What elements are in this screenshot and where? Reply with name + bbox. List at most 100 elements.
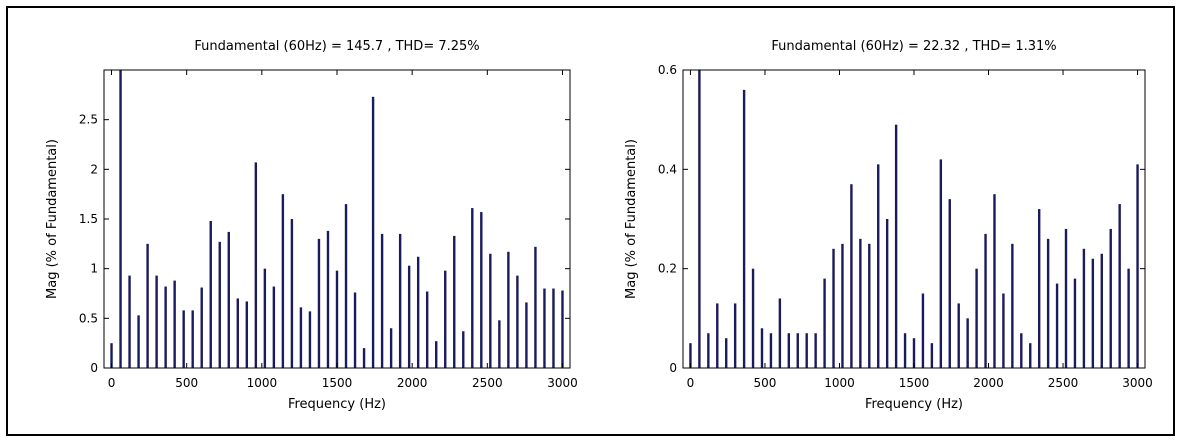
bar bbox=[1127, 268, 1130, 368]
x-tick-label: 2500 bbox=[1048, 376, 1079, 390]
bar bbox=[1136, 164, 1139, 368]
x-tick-label: 0 bbox=[108, 376, 116, 390]
bar bbox=[498, 320, 501, 368]
bar bbox=[525, 302, 528, 368]
bar bbox=[894, 124, 898, 368]
chart-2: 0 500 1000 1500 2000 2500 3000 0 0.2 0.4 0.6 Fundam… bbox=[624, 39, 1153, 412]
bar bbox=[489, 253, 492, 368]
y-tick-label: 1.5 bbox=[79, 212, 98, 226]
y-tick-label: 0 bbox=[90, 361, 98, 375]
bar bbox=[164, 286, 167, 368]
bar bbox=[1002, 293, 1005, 368]
bar bbox=[725, 338, 728, 368]
bar bbox=[191, 310, 194, 368]
bar bbox=[398, 233, 402, 368]
bar bbox=[290, 219, 294, 368]
bar bbox=[1100, 253, 1103, 368]
bar bbox=[453, 235, 456, 368]
bar bbox=[1011, 243, 1014, 368]
bar bbox=[796, 333, 799, 368]
x-tick-label: 2000 bbox=[397, 376, 428, 390]
x-tick-label: 1500 bbox=[899, 376, 930, 390]
bar bbox=[425, 291, 429, 368]
bar bbox=[353, 292, 357, 368]
bar bbox=[751, 268, 755, 368]
bar bbox=[921, 293, 925, 368]
bar bbox=[182, 310, 185, 368]
bar bbox=[939, 159, 943, 368]
bar bbox=[416, 256, 420, 368]
bar bbox=[209, 220, 212, 368]
bar bbox=[263, 268, 267, 368]
bar bbox=[272, 286, 276, 368]
bar bbox=[1046, 238, 1050, 368]
bar bbox=[1082, 248, 1086, 368]
bar bbox=[119, 70, 122, 368]
chart-title: Fundamental (60Hz) = 22.32 , THD= 1.31% bbox=[771, 39, 1056, 54]
y-tick-label: 0 bbox=[669, 361, 677, 375]
bar bbox=[128, 275, 131, 368]
bar bbox=[966, 318, 969, 368]
bar bbox=[689, 343, 692, 368]
bar bbox=[552, 288, 555, 368]
bar bbox=[137, 315, 140, 368]
chart-1: 0 500 1000 1500 2000 2500 3000 0 0.5 1 1.5 2 2.5 Fund… bbox=[45, 39, 578, 412]
bar bbox=[1073, 278, 1077, 368]
bar bbox=[984, 233, 987, 368]
bar bbox=[868, 243, 871, 368]
y-tick-label: 0.5 bbox=[79, 311, 98, 325]
bar bbox=[877, 164, 880, 368]
bar bbox=[155, 275, 158, 368]
bar bbox=[814, 333, 817, 368]
x-axis-label: Frequency (Hz) bbox=[288, 397, 386, 412]
bar bbox=[471, 208, 474, 368]
bar bbox=[805, 333, 808, 368]
bar bbox=[371, 96, 375, 368]
bar bbox=[254, 162, 258, 368]
bar bbox=[462, 331, 465, 368]
bar bbox=[326, 230, 330, 368]
bar bbox=[435, 341, 438, 368]
x-tick-label: 2500 bbox=[472, 376, 503, 390]
x-tick-label: 3000 bbox=[1122, 376, 1153, 390]
bar bbox=[1029, 343, 1032, 368]
bar bbox=[716, 303, 719, 368]
bar bbox=[218, 241, 221, 368]
x-tick-label: 1000 bbox=[247, 376, 278, 390]
bar bbox=[236, 298, 239, 368]
bar bbox=[1091, 258, 1095, 368]
x-tick-label: 500 bbox=[754, 376, 777, 390]
x-tick-label: 3000 bbox=[547, 376, 578, 390]
bar bbox=[543, 288, 546, 368]
bar bbox=[200, 287, 203, 368]
bar bbox=[507, 251, 510, 368]
bar bbox=[335, 270, 339, 368]
y-tick-label: 0.4 bbox=[658, 162, 677, 176]
bar bbox=[823, 278, 826, 368]
bar bbox=[778, 298, 782, 368]
x-tick-label: 500 bbox=[175, 376, 198, 390]
bar bbox=[733, 303, 737, 368]
x-tick-label: 0 bbox=[687, 376, 695, 390]
bar bbox=[769, 333, 773, 368]
bar bbox=[707, 333, 710, 368]
x-tick-label: 1000 bbox=[824, 376, 855, 390]
bar bbox=[146, 243, 149, 368]
bar bbox=[948, 199, 951, 368]
bar bbox=[832, 248, 835, 368]
y-axis-label: Mag (% of Fundamental) bbox=[624, 139, 639, 299]
bar bbox=[885, 219, 889, 368]
bar bbox=[245, 301, 249, 368]
bar bbox=[407, 265, 411, 368]
bar bbox=[362, 348, 366, 368]
bar bbox=[1118, 204, 1121, 368]
bar bbox=[308, 311, 312, 368]
x-tick-label: 1500 bbox=[322, 376, 353, 390]
bar bbox=[227, 231, 230, 368]
y-tick-label: 0.6 bbox=[658, 63, 677, 77]
bar bbox=[850, 184, 853, 368]
bar bbox=[516, 275, 519, 368]
y-tick-label: 0.2 bbox=[658, 262, 677, 276]
